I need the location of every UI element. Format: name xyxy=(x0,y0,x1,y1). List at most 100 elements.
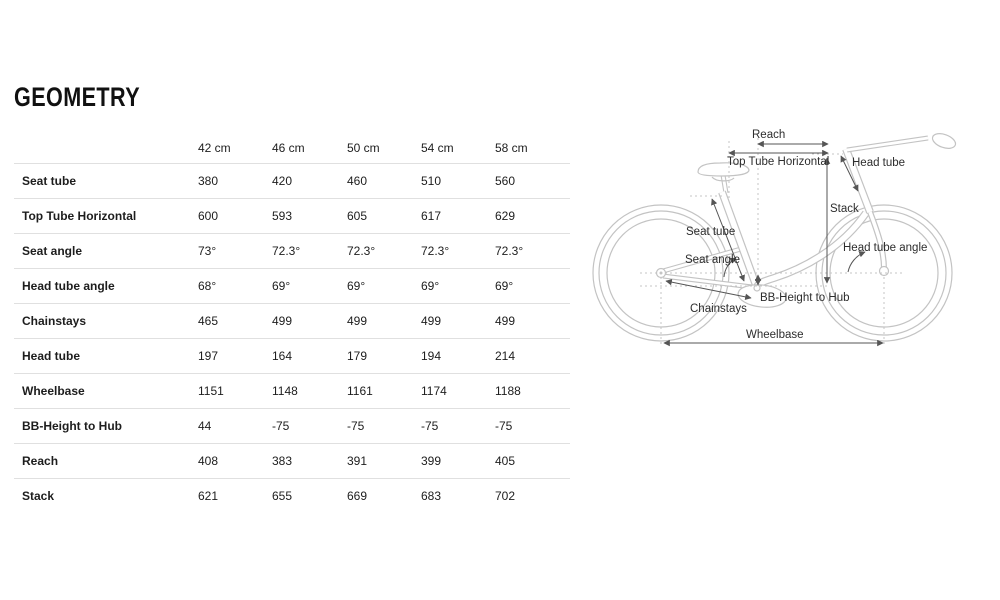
cell-value: -75 xyxy=(495,419,513,433)
row-label: Top Tube Horizontal xyxy=(22,209,137,223)
cell-value: 655 xyxy=(272,489,293,503)
seat-angle-arc xyxy=(723,257,737,278)
table-row: Reach 408 383 391 399 405 xyxy=(14,443,570,478)
column-header: 58 cm xyxy=(495,141,528,155)
cell-value: 499 xyxy=(495,314,516,328)
top-tube-horizontal-label: Top Tube Horizontal xyxy=(727,156,829,168)
seat-tube-label: Seat tube xyxy=(686,226,735,238)
chainstays-arrow xyxy=(665,278,752,301)
cell-value: 69° xyxy=(347,279,366,293)
table-row: Wheelbase 1151 1148 1161 1174 1188 xyxy=(14,373,570,408)
chainstays-label: Chainstays xyxy=(690,303,747,315)
seat-tube-arrow xyxy=(711,198,745,282)
geometry-table: 42 cm 46 cm 50 cm 54 cm 58 cm Seat tube … xyxy=(14,133,570,513)
cell-value: 600 xyxy=(198,209,219,223)
front-axle xyxy=(878,265,890,277)
page-title: GEOMETRY xyxy=(14,82,141,112)
row-label: Reach xyxy=(22,454,59,468)
cell-value: -75 xyxy=(347,419,365,433)
cell-value: 73° xyxy=(198,244,217,258)
row-label: Seat tube xyxy=(22,174,77,188)
row-label: Head tube xyxy=(22,349,81,363)
cell-value: 399 xyxy=(421,454,442,468)
row-label: Seat angle xyxy=(22,244,83,258)
cell-value: 499 xyxy=(272,314,293,328)
cell-value: 465 xyxy=(198,314,219,328)
cell-value: 1174 xyxy=(421,384,447,398)
cell-value: 69° xyxy=(272,279,291,293)
cell-value: 629 xyxy=(495,209,516,223)
handlebar-grip xyxy=(931,133,957,149)
table-row: Seat angle 73° 72.3° 72.3° 72.3° 72.3° xyxy=(14,233,570,268)
column-header: 46 cm xyxy=(272,141,305,155)
column-header: 50 cm xyxy=(347,141,380,155)
cell-value: 510 xyxy=(421,174,442,188)
column-header: 42 cm xyxy=(198,141,231,155)
cell-value: 702 xyxy=(495,489,516,503)
cell-value: 1148 xyxy=(272,384,298,398)
cell-value: 380 xyxy=(198,174,219,188)
row-label: Head tube angle xyxy=(22,279,115,293)
head-tube-arrow xyxy=(840,155,859,192)
cell-value: -75 xyxy=(421,419,439,433)
cell-value: 164 xyxy=(272,349,293,363)
cell-value: 560 xyxy=(495,174,516,188)
cell-value: 669 xyxy=(347,489,368,503)
reach-label: Reach xyxy=(752,129,785,141)
cell-value: 499 xyxy=(421,314,442,328)
table-row: Chainstays 465 499 499 499 499 xyxy=(14,303,570,338)
cell-value: -75 xyxy=(272,419,290,433)
cell-value: 72.3° xyxy=(272,244,301,258)
cell-value: 683 xyxy=(421,489,442,503)
row-label: BB-Height to Hub xyxy=(22,419,122,433)
bike-geometry-diagram: Reach Top Tube Horizontal Head tube Stac… xyxy=(592,129,957,347)
cell-value: 214 xyxy=(495,349,516,363)
cell-value: 197 xyxy=(198,349,219,363)
seat-angle-label: Seat angle xyxy=(685,254,740,266)
dimension-arrows xyxy=(663,140,884,347)
cell-value: 605 xyxy=(347,209,368,223)
saddle xyxy=(697,162,750,177)
head-tube-angle-label: Head tube angle xyxy=(843,242,927,254)
cell-value: 621 xyxy=(198,489,219,503)
table-row: Seat tube 380 420 460 510 560 xyxy=(14,163,570,198)
cell-value: 1161 xyxy=(347,384,373,398)
cell-value: 69° xyxy=(421,279,440,293)
cell-value: 68° xyxy=(198,279,217,293)
cell-value: 499 xyxy=(347,314,368,328)
cell-value: 408 xyxy=(198,454,219,468)
saddle-rail xyxy=(711,176,735,182)
cell-value: 44 xyxy=(198,419,212,433)
cell-value: 593 xyxy=(272,209,293,223)
cell-value: 1188 xyxy=(495,384,521,398)
table-row: BB-Height to Hub 44 -75 -75 -75 -75 xyxy=(14,408,570,443)
cell-value: 69° xyxy=(495,279,514,293)
cell-value: 420 xyxy=(272,174,293,188)
cell-value: 405 xyxy=(495,454,516,468)
row-label: Stack xyxy=(22,489,55,503)
cell-value: 179 xyxy=(347,349,368,363)
cell-value: 1151 xyxy=(198,384,224,398)
table-header-row: 42 cm 46 cm 50 cm 54 cm 58 cm xyxy=(14,133,570,163)
head-tube-label: Head tube xyxy=(852,157,905,169)
bb-height-to-hub-label: BB-Height to Hub xyxy=(760,292,850,304)
table-row: Stack 621 655 669 683 702 xyxy=(14,478,570,513)
cell-value: 72.3° xyxy=(421,244,450,258)
column-header: 54 cm xyxy=(421,141,454,155)
cell-value: 194 xyxy=(421,349,442,363)
head-tube-angle-arc xyxy=(847,251,866,273)
cell-value: 617 xyxy=(421,209,442,223)
table-row: Head tube angle 68° 69° 69° 69° 69° xyxy=(14,268,570,303)
table-row: Top Tube Horizontal 600 593 605 617 629 xyxy=(14,198,570,233)
table-row: Head tube 197 164 179 194 214 xyxy=(14,338,570,373)
cell-value: 391 xyxy=(347,454,368,468)
cell-value: 383 xyxy=(272,454,293,468)
cell-value: 72.3° xyxy=(347,244,376,258)
stack-label: Stack xyxy=(830,203,859,215)
cell-value: 72.3° xyxy=(495,244,524,258)
diagram-labels: Reach Top Tube Horizontal Head tube Stac… xyxy=(685,129,927,341)
row-label: Wheelbase xyxy=(22,384,85,398)
row-label: Chainstays xyxy=(22,314,87,328)
wheelbase-label: Wheelbase xyxy=(746,329,804,341)
